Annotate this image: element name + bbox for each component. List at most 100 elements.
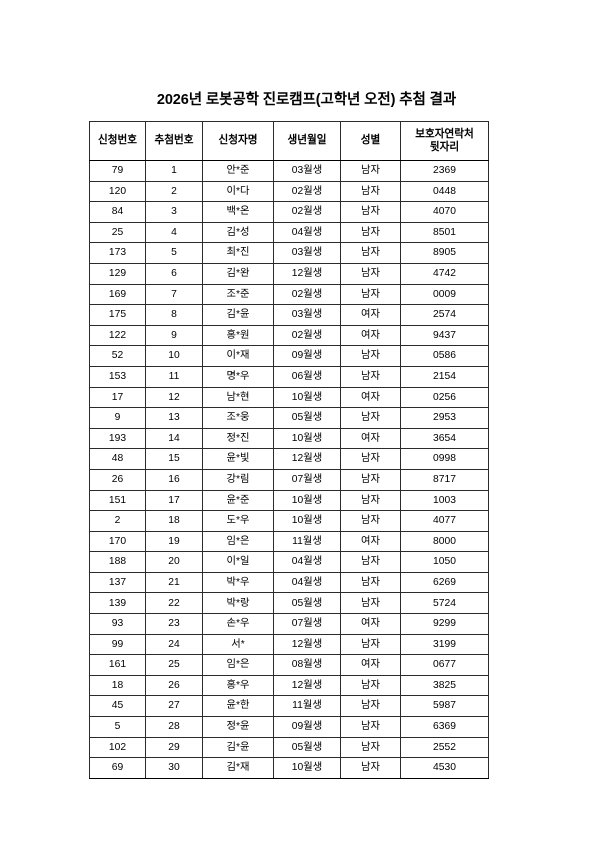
column-header-apply-no: 신청번호: [89, 121, 146, 161]
table-header: 신청번호 추첨번호 신청자명 생년월일 성별 보호자연락처: [89, 121, 489, 161]
table-row: 139 22 박*랑 05월생 남자 5724: [89, 592, 489, 615]
table-row: 84 3 백*온 02월생 남자 4070: [89, 201, 489, 223]
cell-applicant-name: 이*재: [202, 345, 274, 367]
cell-apply-no: 169: [89, 283, 146, 306]
cell-apply-no: 18: [89, 674, 146, 697]
cell-birth-month: 10월생: [273, 427, 341, 450]
cell-birth-month: 02월생: [273, 201, 341, 223]
cell-draw-no: 1: [145, 160, 203, 182]
table-row: 175 8 김*윤 03월생 여자 2574: [89, 304, 489, 326]
cell-guardian-phone-last: 5987: [400, 695, 489, 718]
cell-applicant-name: 임*은: [202, 530, 274, 553]
cell-applicant-name: 김*윤: [202, 304, 274, 326]
cell-applicant-name: 김*윤: [202, 736, 274, 759]
cell-birth-month: 12월생: [273, 448, 341, 470]
cell-apply-no: 153: [89, 365, 146, 388]
lottery-result-table: 신청번호 추첨번호 신청자명 생년월일 성별 보호자연락처: [89, 121, 489, 779]
cell-gender: 남자: [340, 468, 401, 491]
column-header-draw-no: 추첨번호: [145, 121, 203, 161]
cell-applicant-name: 조*준: [202, 283, 274, 306]
cell-birth-month: 07월생: [273, 468, 341, 491]
cell-birth-month: 10월생: [273, 757, 341, 779]
cell-guardian-phone-last: 5724: [400, 592, 489, 615]
cell-birth-month: 03월생: [273, 242, 341, 264]
table-row: 79 1 안*준 03월생 남자 2369: [89, 160, 489, 182]
cell-applicant-name: 김*성: [202, 221, 274, 244]
cell-applicant-name: 홍*원: [202, 324, 274, 347]
cell-gender: 남자: [340, 407, 401, 429]
table-row: 17 12 남*현 10월생 여자 0256: [89, 386, 489, 409]
table-row: 169 7 조*준 02월생 남자 0009: [89, 283, 489, 306]
cell-apply-no: 52: [89, 345, 146, 367]
cell-gender: 남자: [340, 674, 401, 697]
cell-gender: 남자: [340, 592, 401, 615]
cell-birth-month: 02월생: [273, 180, 341, 203]
cell-birth-month: 05월생: [273, 592, 341, 615]
cell-gender: 남자: [340, 489, 401, 512]
cell-guardian-phone-last: 8905: [400, 242, 489, 264]
cell-birth-month: 04월생: [273, 571, 341, 594]
table-header-row: 신청번호 추첨번호 신청자명 생년월일 성별 보호자연락처: [89, 121, 489, 161]
cell-apply-no: 69: [89, 757, 146, 779]
cell-guardian-phone-last: 0009: [400, 283, 489, 306]
table-row: 5 28 정*윤 09월생 남자 6369: [89, 716, 489, 738]
cell-applicant-name: 명*우: [202, 365, 274, 388]
table-row: 137 21 박*우 04월생 남자 6269: [89, 571, 489, 594]
table-row: 120 2 이*다 02월생 남자 0448: [89, 180, 489, 203]
cell-applicant-name: 도*우: [202, 510, 274, 532]
table-row: 102 29 김*윤 05월생 남자 2552: [89, 736, 489, 759]
column-header-label: 신청번호: [98, 134, 137, 147]
cell-applicant-name: 정*진: [202, 427, 274, 450]
column-header-label-line2: 뒷자리: [429, 141, 460, 153]
table-body: 79 1 안*준 03월생 남자 2369 120 2 이*다 02월생 남자 0448 84 3 백*온 0…: [89, 160, 489, 779]
table-row: 129 6 김*완 12월생 남자 4742: [89, 262, 489, 285]
table-row: 173 5 최*진 03월생 남자 8905: [89, 242, 489, 264]
column-header-guardian-phone: 보호자연락처 뒷자리: [400, 121, 489, 161]
cell-birth-month: 10월생: [273, 386, 341, 409]
cell-applicant-name: 박*랑: [202, 592, 274, 615]
cell-draw-no: 9: [145, 324, 203, 347]
cell-gender: 여자: [340, 427, 401, 450]
cell-gender: 남자: [340, 180, 401, 203]
cell-draw-no: 26: [145, 674, 203, 697]
cell-birth-month: 10월생: [273, 510, 341, 532]
cell-gender: 남자: [340, 716, 401, 738]
cell-guardian-phone-last: 4070: [400, 201, 489, 223]
cell-apply-no: 193: [89, 427, 146, 450]
cell-apply-no: 120: [89, 180, 146, 203]
cell-apply-no: 129: [89, 262, 146, 285]
cell-guardian-phone-last: 3199: [400, 633, 489, 656]
table-row: 93 23 손*우 07월생 여자 9299: [89, 613, 489, 635]
table-row: 48 15 윤*빛 12월생 남자 0998: [89, 448, 489, 470]
cell-draw-no: 17: [145, 489, 203, 512]
table-row: 69 30 김*재 10월생 남자 4530: [89, 757, 489, 779]
cell-guardian-phone-last: 8000: [400, 530, 489, 553]
column-header-label: 생년월일: [287, 134, 327, 147]
cell-draw-no: 6: [145, 262, 203, 285]
column-header-label: 신청자명: [218, 134, 258, 147]
column-header-label-line1: 보호자연락처: [415, 127, 474, 140]
cell-gender: 남자: [340, 201, 401, 223]
cell-gender: 여자: [340, 613, 401, 635]
table-row: 99 24 서* 12월생 남자 3199: [89, 633, 489, 656]
cell-apply-no: 151: [89, 489, 146, 512]
cell-guardian-phone-last: 2369: [400, 160, 489, 182]
cell-birth-month: 04월생: [273, 221, 341, 244]
cell-gender: 여자: [340, 654, 401, 676]
cell-apply-no: 102: [89, 736, 146, 759]
cell-draw-no: 3: [145, 201, 203, 223]
page-title: 2026년 로봇공학 진로캠프(고학년 오전) 추첨 결과: [156, 92, 457, 108]
cell-gender: 남자: [340, 242, 401, 264]
cell-applicant-name: 안*준: [202, 160, 274, 182]
cell-draw-no: 28: [145, 716, 203, 738]
cell-birth-month: 05월생: [273, 407, 341, 429]
cell-birth-month: 02월생: [273, 283, 341, 306]
column-header-gender: 성별: [340, 121, 401, 161]
cell-applicant-name: 손*우: [202, 613, 274, 635]
cell-applicant-name: 홍*우: [202, 674, 274, 697]
table-row: 26 16 강*림 07월생 남자 8717: [89, 468, 489, 491]
table-row: 151 17 윤*준 10월생 남자 1003: [89, 489, 489, 512]
cell-gender: 남자: [340, 510, 401, 532]
cell-guardian-phone-last: 6369: [400, 716, 489, 738]
